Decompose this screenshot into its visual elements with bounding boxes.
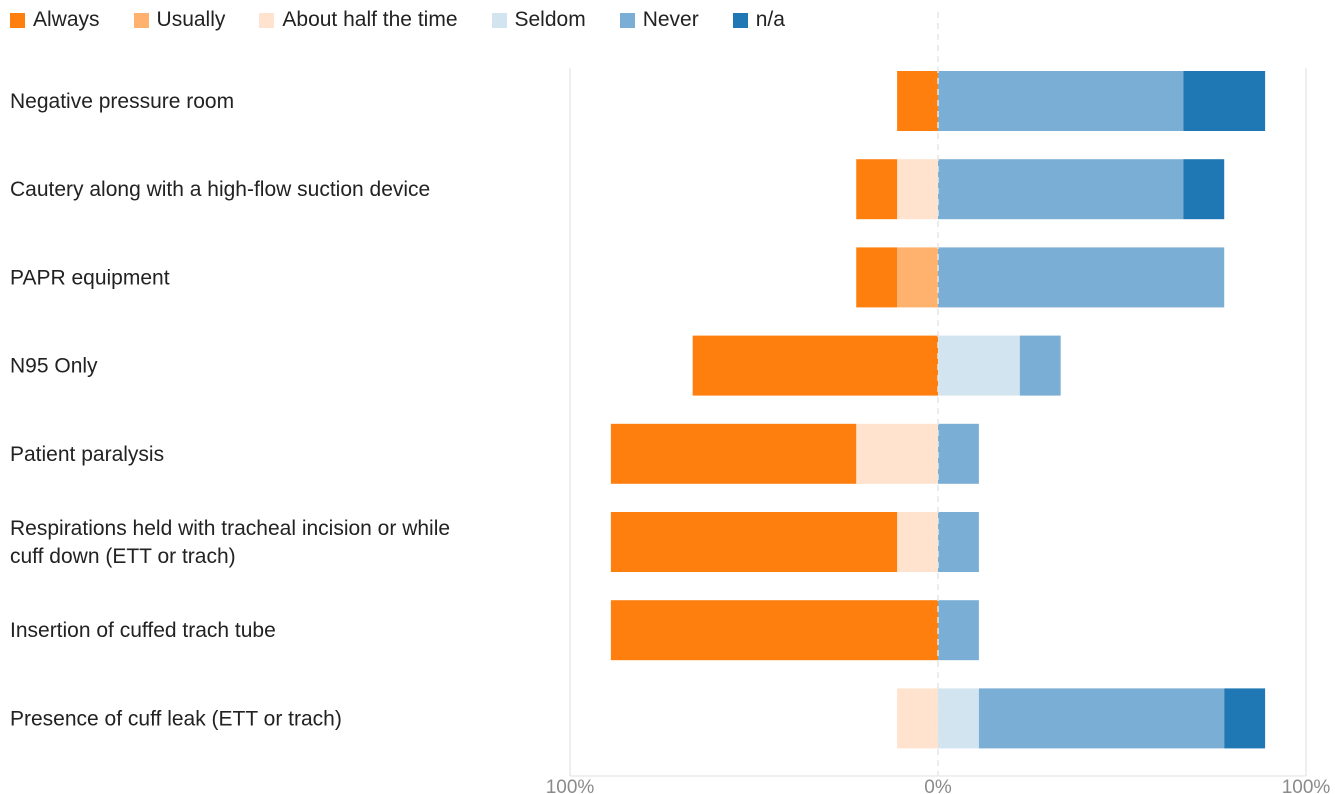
category-label: N95 Only xyxy=(10,355,98,378)
bar-segment xyxy=(897,512,938,572)
legend-label: Always xyxy=(33,8,100,31)
legend-swatch xyxy=(133,12,149,28)
category-label: PAPR equipment xyxy=(10,266,170,289)
legend-item: Usually xyxy=(133,8,226,32)
legend-item: n/a xyxy=(732,8,785,32)
legend-label: Usually xyxy=(156,8,226,31)
category-label: Cautery along with a high-flow suction d… xyxy=(10,178,430,201)
x-tick-label: 100% xyxy=(1282,777,1331,794)
bar-segment xyxy=(938,335,1020,396)
legend-swatch xyxy=(259,12,275,28)
legend-label: n/a xyxy=(755,8,785,31)
x-tick-label: 0% xyxy=(924,777,952,794)
bar-segment xyxy=(692,335,938,396)
bar-segment xyxy=(938,600,979,661)
legend-item: Never xyxy=(619,8,699,32)
bar-segment xyxy=(897,247,938,308)
category-label: Negative pressure room xyxy=(10,90,234,113)
bar-segment xyxy=(897,688,938,749)
bar-segment xyxy=(856,423,938,484)
legend-item: Seldom xyxy=(491,8,586,32)
legend-label: Seldom xyxy=(514,8,586,31)
bar-segment xyxy=(856,159,898,220)
category-label: Patient paralysis xyxy=(10,443,164,466)
bar-segment xyxy=(938,512,979,572)
bar-segment xyxy=(938,159,1184,220)
legend-swatch xyxy=(491,12,507,28)
legend-label: About half the time xyxy=(282,8,458,31)
bar-segment xyxy=(610,423,857,484)
bar-segment xyxy=(897,159,938,220)
bar-segment xyxy=(978,688,1225,749)
bar-segment xyxy=(938,71,1184,131)
category-label: Respirations held with tracheal incision… xyxy=(10,517,450,568)
bar-segment xyxy=(1183,159,1225,220)
bar-segment xyxy=(1183,71,1266,131)
bar-segment xyxy=(938,423,979,484)
legend-swatch xyxy=(10,12,25,28)
x-tick-label: 100% xyxy=(546,777,595,794)
bar-segment xyxy=(610,512,898,572)
legend-label: Never xyxy=(642,8,699,31)
bar-segment xyxy=(897,71,938,131)
legend-item: Always xyxy=(10,8,100,32)
bar-segment xyxy=(938,688,979,749)
bar-segment xyxy=(856,247,898,308)
legend: Always Usually About half the time Seldom Ne… xyxy=(10,6,785,34)
bar-segment xyxy=(938,247,1225,308)
legend-swatch xyxy=(619,12,635,28)
bar-segment xyxy=(610,600,938,661)
bar-segment xyxy=(1019,335,1061,396)
category-label: Insertion of cuffed trach tube xyxy=(10,619,276,642)
legend-swatch xyxy=(732,12,748,28)
category-label: Presence of cuff leak (ETT or trach) xyxy=(10,707,342,730)
legend-item: About half the time xyxy=(259,8,458,32)
bar-segment xyxy=(1224,688,1266,749)
